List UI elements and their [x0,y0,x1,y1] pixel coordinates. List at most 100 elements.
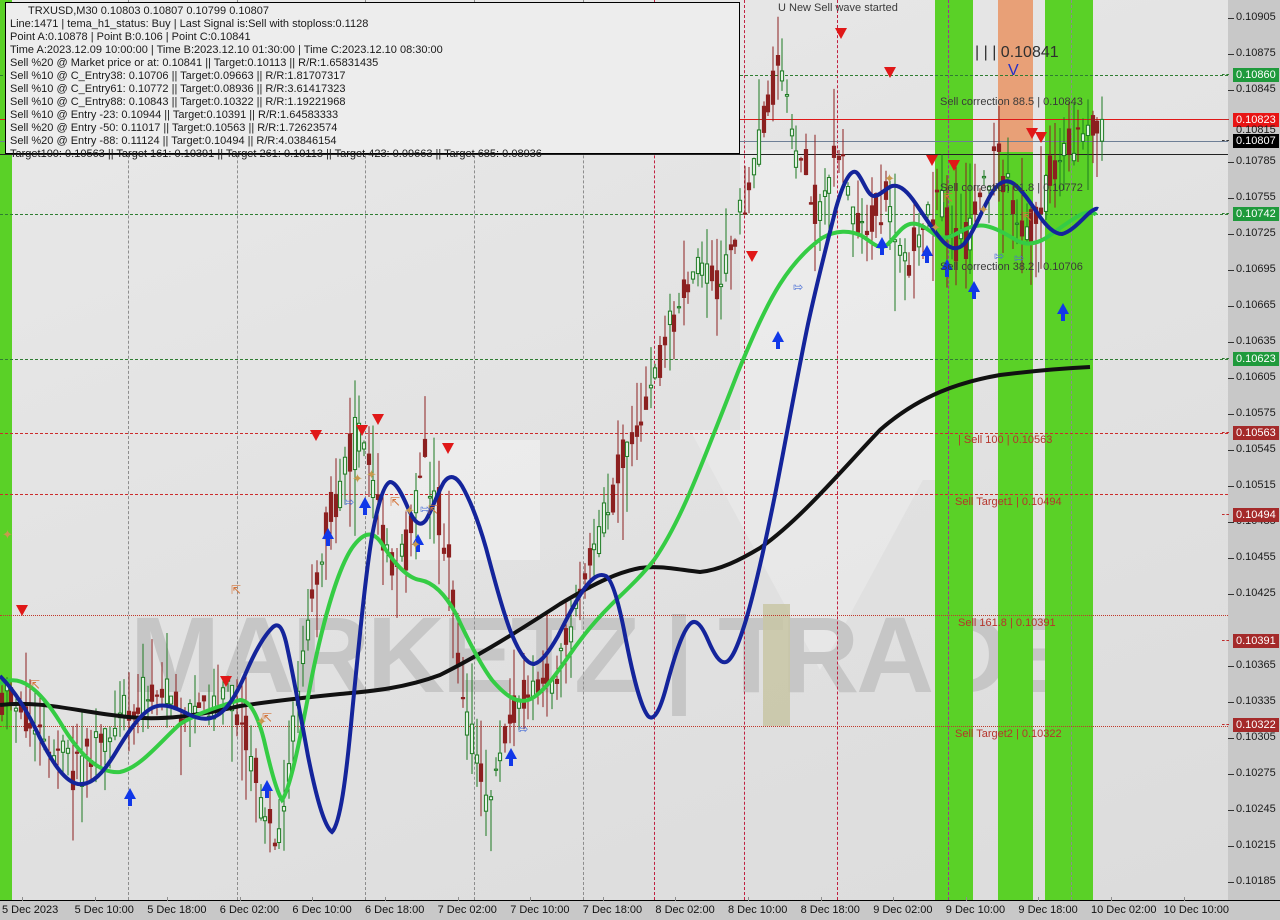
sell-arrow [372,414,384,425]
buy-arrow [968,281,980,299]
time-tick-mark [965,897,967,901]
price-badge-stub [1222,140,1229,141]
info-line-8: Sell %10 @ Entry -23: 0.10944 || Target:… [10,109,339,121]
highlight-band-1 [935,0,973,900]
hook-marker: ⇰ [994,249,1005,263]
price-tick-mark [1228,486,1234,487]
price-badge[interactable]: 0.10391 [1233,634,1279,648]
sell-arrow [835,28,847,39]
price-tick-mark [1228,846,1234,847]
price-tick-label: 0.10545 [1236,443,1276,455]
price-tick-label: 0.10875 [1236,47,1276,59]
sell-arrow [310,430,322,441]
price-badge[interactable]: 0.10563 [1233,426,1279,440]
time-tick-label: 8 Dec 10:00 [728,904,788,916]
star-marker: ✦ [978,202,989,217]
price-tick-mark [1228,738,1234,739]
sell-arrow [220,676,232,687]
price-tick-mark [1228,270,1234,271]
info-line-1: Line:1471 | tema_h1_status: Buy | Last S… [10,18,369,30]
price-tick-label: 0.10605 [1236,371,1276,383]
price-axis[interactable]: 0.10905 0.10875 0.10845 0.10785 0.10755 0.107… [1222,0,1280,900]
price-tick-label: 0.10515 [1236,479,1276,491]
star-marker: ✦ [2,527,13,542]
price-badge[interactable]: 0.10494 [1233,508,1279,522]
time-tick-mark [1038,897,1040,901]
time-tick-mark [457,897,459,901]
price-badge[interactable]: 0.10860 [1233,68,1279,82]
price-badge[interactable]: 0.10623 [1233,352,1279,366]
hook-marker: ⇱ [30,678,41,692]
annotation-point-c-price: | | | 0.10841 [975,44,1059,61]
price-tick-label: 0.10905 [1236,11,1276,23]
time-tick-mark [1111,897,1112,901]
buy-arrow [941,259,953,277]
price-badge[interactable]: 0.10742 [1233,207,1279,221]
buy-arrow [505,748,517,766]
sell-arrow [746,251,758,262]
time-tick-label: 9 Dec 02:00 [873,904,933,916]
price-tick-label: 0.10455 [1236,551,1276,563]
price-tick-label: 0.10635 [1236,335,1276,347]
star-marker: ✦ [366,467,377,482]
price-tick-mark [1228,198,1234,199]
price-tick-mark [1228,450,1234,451]
price-tick-label: 0.10425 [1236,587,1276,599]
time-tick-label: 6 Dec 18:00 [365,904,425,916]
hook-marker: ⇱ [943,191,954,205]
info-line-6: Sell %10 @ C_Entry61: 0.10772 || Target:… [10,83,346,95]
price-tick-label: 0.10275 [1236,767,1276,779]
price-tick-mark [1228,774,1234,775]
time-tick-label: 5 Dec 18:00 [147,904,207,916]
session-sep-4 [474,0,475,900]
time-tick-label: 10 Dec 02:00 [1091,904,1157,916]
hook-marker: ⇱ [231,583,242,597]
annotation-sell-correction-88: Sell correction 88.5 | 0.10843 [940,96,1083,108]
chart-plot-area[interactable]: MARKETZ | TRADE [0,0,1229,900]
buy-arrow [921,245,933,263]
price-tick-mark [1228,702,1234,703]
session-sep-8 [837,0,838,900]
hook-marker: ⇱ [428,503,439,517]
session-sep-5 [583,0,584,900]
point-c-marker: V [1008,62,1019,79]
sell-arrow [16,605,28,616]
annotation-sell-target-2: Sell Target2 | 0.10322 [955,728,1062,740]
time-axis[interactable]: 5 Dec 2023 5 Dec 10:00 5 Dec 18:00 6 Dec 02… [0,897,1280,920]
price-tick-mark [1228,522,1234,523]
hook-marker: ⇱ [262,711,273,725]
level-black [0,154,1228,155]
time-tick-mark [385,897,386,901]
session-sep-6 [654,0,655,900]
price-badge[interactable]: 0.10322 [1233,718,1279,732]
price-badge[interactable]: 0.10823 [1233,113,1279,127]
session-sep-2 [237,0,238,900]
highlight-band-orange [998,0,1033,152]
time-tick-mark [530,897,532,901]
time-tick-label: 9 Dec 10:00 [945,904,1006,916]
info-line-2: Point A:0.10878 | Point B:0.106 | Point … [10,31,251,43]
time-tick-mark [1183,897,1185,901]
session-sep-7 [744,0,745,900]
sell-arrow [884,67,896,78]
session-sep-3 [365,0,366,900]
price-badge[interactable]: 0.10807 [1233,134,1279,148]
sell-arrow [1035,132,1047,143]
hook-marker: ⇰ [344,495,355,509]
price-badge-stub [1222,432,1229,433]
buy-arrow [359,497,371,515]
sell-arrow [356,425,368,436]
time-tick-label: 6 Dec 02:00 [219,904,280,916]
buy-arrow [876,237,888,255]
price-tick-label: 0.10245 [1236,803,1276,815]
watermark-triangle [690,430,950,670]
price-badge-stub [1222,640,1229,641]
price-tick-mark [1228,90,1234,91]
hook-marker: ⇰ [1014,251,1025,265]
hook-marker: ⇰ [420,502,431,516]
annotation-sell-161-8: Sell 161.8 | 0.10391 [958,617,1056,629]
hook-marker: ⇰ [793,280,804,294]
info-line-3: Time A:2023.12.09 10:00:00 | Time B:2023… [10,44,443,56]
time-tick-mark [602,897,604,901]
